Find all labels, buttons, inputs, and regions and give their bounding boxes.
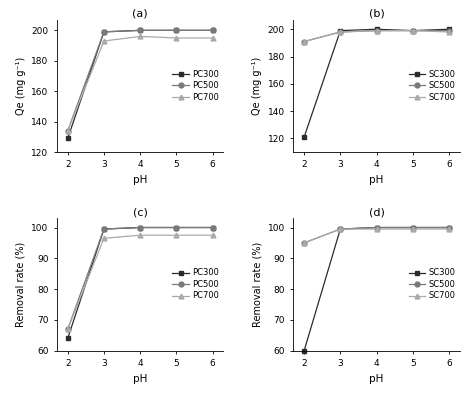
SC300 <box>374 27 379 32</box>
SC500 <box>301 39 307 44</box>
Y-axis label: Qe (mg g⁻¹): Qe (mg g⁻¹) <box>16 57 26 115</box>
PC700 <box>173 35 179 40</box>
Line: PC500: PC500 <box>65 28 215 133</box>
Line: SC700: SC700 <box>302 227 451 245</box>
SC500 <box>374 28 379 33</box>
SC700 <box>301 241 307 245</box>
PC500 <box>173 28 179 33</box>
SC300 <box>301 348 307 353</box>
X-axis label: pH: pH <box>369 175 384 185</box>
Line: PC700: PC700 <box>65 233 215 331</box>
SC500 <box>301 241 307 245</box>
X-axis label: pH: pH <box>133 374 147 383</box>
Line: SC300: SC300 <box>302 27 451 139</box>
SC300 <box>410 28 416 33</box>
PC700 <box>210 35 215 40</box>
SC700 <box>374 227 379 231</box>
PC700 <box>101 236 107 241</box>
Legend: SC300, SC500, SC700: SC300, SC500, SC700 <box>409 70 456 102</box>
Line: PC500: PC500 <box>65 225 215 331</box>
PC700 <box>173 233 179 238</box>
SC500 <box>374 225 379 230</box>
PC500 <box>65 327 71 331</box>
PC500 <box>65 128 71 133</box>
PC500 <box>210 225 215 230</box>
Y-axis label: Removal rate (%): Removal rate (%) <box>252 242 262 327</box>
Title: (d): (d) <box>369 208 384 217</box>
PC300 <box>101 227 107 231</box>
SC500 <box>446 225 452 230</box>
PC300 <box>173 28 179 33</box>
PC700 <box>137 233 143 238</box>
PC500 <box>210 28 215 33</box>
Line: PC700: PC700 <box>65 34 215 133</box>
SC700 <box>337 227 343 231</box>
PC500 <box>173 225 179 230</box>
SC700 <box>301 39 307 44</box>
SC500 <box>446 28 452 33</box>
SC700 <box>374 28 379 33</box>
PC300 <box>210 28 215 33</box>
PC300 <box>101 30 107 34</box>
PC700 <box>210 233 215 238</box>
SC700 <box>446 30 452 34</box>
SC300 <box>446 27 452 32</box>
SC300 <box>301 135 307 139</box>
PC500 <box>101 30 107 34</box>
SC700 <box>410 227 416 231</box>
Title: (c): (c) <box>133 208 147 217</box>
Legend: PC300, PC500, PC700: PC300, PC500, PC700 <box>173 268 219 301</box>
Line: PC300: PC300 <box>65 225 215 341</box>
SC700 <box>337 30 343 34</box>
SC300 <box>410 225 416 230</box>
PC500 <box>137 28 143 33</box>
SC700 <box>410 28 416 33</box>
Line: PC300: PC300 <box>65 28 215 141</box>
PC700 <box>137 34 143 39</box>
X-axis label: pH: pH <box>133 175 147 185</box>
PC500 <box>101 227 107 231</box>
PC300 <box>65 136 71 141</box>
SC500 <box>410 28 416 33</box>
SC300 <box>446 225 452 230</box>
PC300 <box>173 225 179 230</box>
SC300 <box>374 225 379 230</box>
SC300 <box>337 28 343 33</box>
Line: SC500: SC500 <box>302 28 451 44</box>
SC500 <box>337 30 343 34</box>
Line: SC300: SC300 <box>302 225 451 353</box>
SC500 <box>410 225 416 230</box>
Legend: SC300, SC500, SC700: SC300, SC500, SC700 <box>409 268 456 301</box>
PC300 <box>65 336 71 341</box>
PC300 <box>210 225 215 230</box>
Line: SC500: SC500 <box>302 225 451 245</box>
PC500 <box>137 225 143 230</box>
PC700 <box>65 327 71 331</box>
PC700 <box>65 128 71 133</box>
SC700 <box>446 227 452 231</box>
PC300 <box>137 28 143 33</box>
SC300 <box>337 227 343 231</box>
Legend: PC300, PC500, PC700: PC300, PC500, PC700 <box>173 70 219 102</box>
Title: (a): (a) <box>132 9 148 19</box>
Y-axis label: Qe (mg g⁻¹): Qe (mg g⁻¹) <box>252 57 262 115</box>
PC700 <box>101 39 107 43</box>
SC500 <box>337 227 343 231</box>
Title: (b): (b) <box>369 9 384 19</box>
PC300 <box>137 225 143 230</box>
Line: SC700: SC700 <box>302 28 451 44</box>
Y-axis label: Removal rate (%): Removal rate (%) <box>16 242 26 327</box>
X-axis label: pH: pH <box>369 374 384 383</box>
